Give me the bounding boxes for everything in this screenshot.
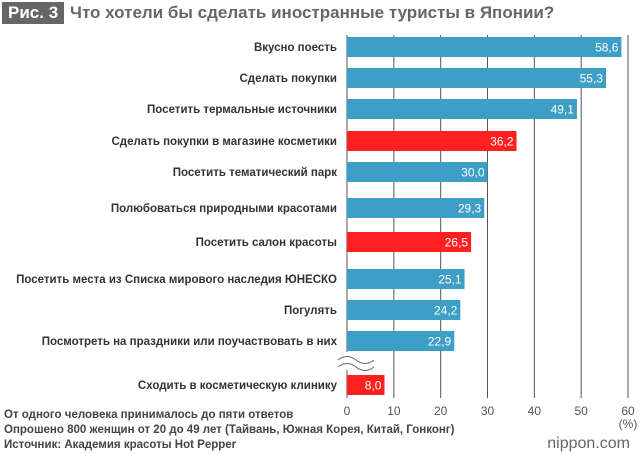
bar: [347, 198, 485, 218]
category-label: Вкусно поесть: [254, 42, 337, 54]
value-label: 24,2: [434, 304, 458, 318]
category-label: Посмотреть на праздники или поучаствоват…: [42, 336, 338, 348]
category-label: Посетить термальные источники: [147, 104, 337, 116]
category-label: Посетить салон красоты: [196, 237, 338, 249]
bar: [347, 131, 517, 151]
value-label: 29,3: [458, 202, 482, 216]
chart-title: Что хотели бы сделать иностранные турист…: [70, 3, 555, 22]
axis-break-mask: [335, 352, 375, 370]
value-label: 22,9: [428, 335, 452, 349]
category-label: Сделать покупки: [240, 73, 338, 85]
value-label: 25,1: [438, 273, 462, 287]
bar: [347, 331, 455, 351]
category-label: Посетить места из Списка мирового наслед…: [16, 274, 337, 286]
x-unit-label: (%): [619, 417, 638, 431]
value-label: 26,5: [445, 236, 469, 250]
x-tick-label: 50: [574, 404, 588, 418]
value-label: 55,3: [580, 72, 604, 86]
footnote-2: Опрошено 800 женщин от 20 до 49 лет (Тай…: [4, 424, 455, 436]
x-tick-label: 60: [621, 404, 635, 418]
bar: [347, 37, 622, 57]
source-note: Источник: Академия красоты Hot Pepper: [4, 439, 237, 451]
value-label: 8,0: [365, 379, 382, 393]
category-label: Полюбоваться природными красотами: [111, 203, 337, 215]
x-tick-label: 20: [434, 404, 448, 418]
x-tick-label: 30: [481, 404, 495, 418]
bar: [347, 375, 385, 395]
footnote-1: От одного человека принималось до пяти о…: [4, 409, 294, 421]
value-label: 58,6: [595, 41, 619, 55]
x-tick-label: 0: [344, 404, 351, 418]
x-tick-label: 10: [387, 404, 401, 418]
nippon-logo: nippon.com: [547, 435, 630, 452]
category-label: Посетить тематический парк: [173, 167, 337, 179]
value-label: 36,2: [490, 135, 514, 149]
x-tick-label: 40: [528, 404, 542, 418]
category-label: Погулять: [284, 305, 337, 317]
bar: [347, 99, 577, 119]
category-label: Сделать покупки в магазине косметики: [111, 136, 337, 148]
value-label: 49,1: [551, 103, 575, 117]
value-label: 30,0: [461, 166, 485, 180]
bar: [347, 300, 461, 320]
bar: [347, 162, 488, 182]
bar: [347, 68, 606, 88]
category-label: Сходить в косметическую клинику: [138, 380, 338, 392]
axis-break-icon: [337, 356, 375, 364]
bar: [347, 232, 472, 252]
figure-label: Рис. 3: [2, 2, 65, 24]
bar: [347, 269, 465, 289]
axis-break-icon: [337, 363, 375, 371]
